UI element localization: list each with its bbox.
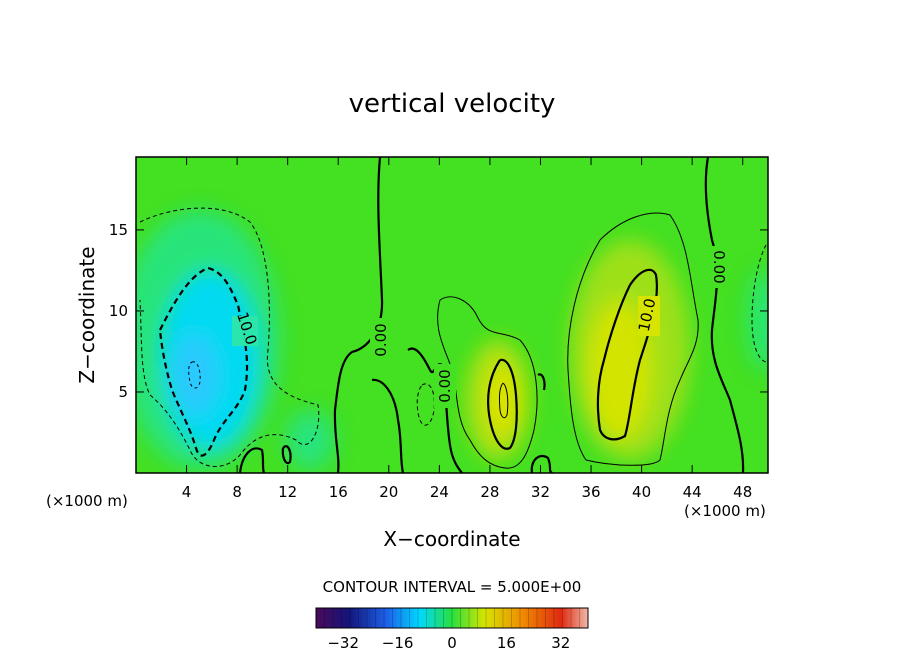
contour-interval-label: CONTOUR INTERVAL = 5.000E+00	[323, 578, 582, 596]
x-tick-label: 12	[278, 483, 297, 501]
field-blob-neg-center	[173, 335, 217, 415]
x-tick-label: 16	[329, 483, 348, 501]
colorbar-tick-label: −32	[327, 634, 359, 652]
contour-neg5-small	[416, 383, 435, 426]
contour-pos5-right	[567, 212, 699, 466]
contour-pos15-core	[498, 382, 509, 419]
x-unit-right: (×1000 m)	[684, 502, 766, 520]
colorbar-ticks: −32 −16 0 16 32	[324, 608, 580, 652]
chart-title: vertical velocity	[349, 89, 556, 119]
y-tick-label: 15	[109, 221, 128, 239]
x-tick-label: 24	[430, 483, 449, 501]
contour-label: 0.00	[372, 323, 390, 356]
contour-label-bg	[232, 316, 258, 346]
x-unit-left: (×1000 m)	[46, 492, 128, 510]
x-axis: 4 8 12 16 20 24 28 32 36 40 44 48	[182, 157, 752, 501]
x-tick-label: 4	[182, 483, 192, 501]
y-axis-label: Z−coordinate	[75, 246, 99, 383]
x-axis-label: X−coordinate	[383, 527, 520, 551]
colorbar-tick-label: 0	[447, 634, 457, 652]
contour-label-bg	[708, 246, 730, 288]
contour-neg10-core	[188, 361, 201, 389]
contour-label-bg	[434, 364, 456, 408]
contour-label-bg	[370, 318, 394, 362]
contour-zero-bits	[238, 373, 553, 473]
plot-frame	[135, 156, 769, 474]
field-blob-right-neg	[747, 270, 768, 370]
contour-neg5-right	[751, 244, 767, 363]
contour-label: 0.00	[710, 250, 728, 283]
x-tick-label: 8	[232, 483, 242, 501]
field-blob-pos2-core	[588, 300, 652, 440]
colorbar-tick-label: 32	[551, 634, 570, 652]
contour-neg10	[158, 266, 249, 457]
x-tick-label: 20	[379, 483, 398, 501]
field-blob-small-neg	[285, 410, 335, 470]
x-tick-label: 44	[683, 483, 702, 501]
y-tick-label: 5	[118, 383, 128, 401]
contour-pos10-right	[596, 268, 658, 441]
contour-labels: 10.0 0.00 0.00 10.0 0.00	[232, 246, 730, 408]
contour-zero-left	[333, 157, 384, 473]
field-blob-pos1-core	[489, 366, 517, 434]
contour-label: 0.00	[436, 369, 454, 402]
velocity-field: 10.0 0.00 0.00 10.0 0.00	[136, 157, 768, 473]
x-tick-label: 36	[581, 483, 600, 501]
x-tick-label: 40	[632, 483, 651, 501]
x-tick-label: 28	[480, 483, 499, 501]
contour-label-bg	[638, 296, 660, 336]
y-axis: 5 10 15	[109, 221, 768, 401]
contour-neg5-outer	[139, 207, 320, 467]
colorbar-tick-label: 16	[497, 634, 516, 652]
y-tick-label: 10	[109, 302, 128, 320]
contour-pos10-left	[487, 358, 518, 450]
contour-zero-right	[704, 157, 745, 473]
colorbar-tick-label: −16	[382, 634, 414, 652]
x-tick-label: 48	[733, 483, 752, 501]
x-tick-label: 32	[531, 483, 550, 501]
